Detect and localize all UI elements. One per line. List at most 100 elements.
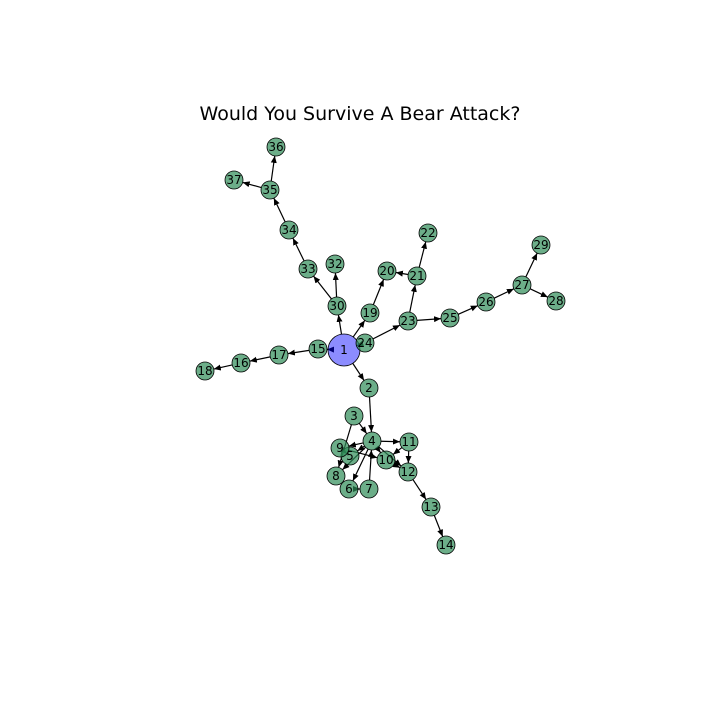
node-circle-16 — [231, 353, 251, 373]
node-19: 19 — [360, 303, 380, 323]
node-24: 24 — [355, 333, 375, 353]
node-label-23: 23 — [400, 314, 415, 328]
node-label-33: 33 — [300, 262, 315, 276]
node-label-9: 9 — [336, 441, 344, 455]
edge-13-14 — [433, 515, 444, 537]
edge-layer — [213, 155, 549, 537]
node-label-21: 21 — [409, 269, 424, 283]
node-label-24: 24 — [357, 336, 372, 350]
node-6: 6 — [339, 479, 359, 499]
edge-1-2 — [352, 363, 365, 381]
edge-2-4 — [368, 396, 375, 433]
edge-30-32 — [332, 272, 339, 298]
node-label-7: 7 — [365, 482, 373, 496]
node-circle-17 — [269, 345, 289, 365]
node-label-14: 14 — [438, 538, 453, 552]
node-8: 8 — [326, 466, 346, 486]
node-label-3: 3 — [350, 409, 358, 423]
node-33: 33 — [298, 259, 318, 279]
edge-23-21 — [409, 284, 417, 313]
node-label-37: 37 — [226, 173, 241, 187]
node-circle-35 — [260, 180, 280, 200]
node-1: 1 — [327, 333, 361, 367]
node-label-17: 17 — [271, 348, 286, 362]
node-15: 15 — [308, 339, 328, 359]
node-circle-24 — [355, 333, 375, 353]
node-32: 32 — [325, 254, 345, 274]
node-label-32: 32 — [327, 257, 342, 271]
node-10: 10 — [376, 450, 396, 470]
node-13: 13 — [421, 497, 441, 517]
edge-10-12 — [392, 461, 401, 469]
edge-16-18 — [213, 364, 233, 371]
node-label-6: 6 — [345, 482, 353, 496]
node-circle-30 — [327, 296, 347, 316]
node-label-4: 4 — [368, 434, 376, 448]
node-circle-37 — [224, 170, 244, 190]
edge-34-35 — [273, 197, 286, 223]
node-27: 27 — [512, 275, 532, 295]
node-36: 36 — [266, 137, 286, 157]
node-label-15: 15 — [310, 342, 325, 356]
node-circle-32 — [325, 254, 345, 274]
node-circle-9 — [330, 438, 350, 458]
edge-4-11 — [380, 438, 401, 445]
node-label-27: 27 — [514, 278, 529, 292]
node-circle-8 — [326, 466, 346, 486]
node-20: 20 — [377, 261, 397, 281]
node-label-34: 34 — [281, 223, 296, 237]
node-37: 37 — [224, 170, 244, 190]
node-4: 4 — [362, 431, 382, 451]
node-label-25: 25 — [442, 311, 457, 325]
node-12: 12 — [398, 462, 418, 482]
node-label-30: 30 — [329, 299, 344, 313]
node-circle-21 — [407, 266, 427, 286]
node-25: 25 — [440, 308, 460, 328]
node-label-36: 36 — [268, 140, 283, 154]
node-circle-19 — [360, 303, 380, 323]
node-label-5: 5 — [346, 449, 354, 463]
node-30: 30 — [327, 296, 347, 316]
node-circle-4 — [362, 431, 382, 451]
node-2: 2 — [359, 378, 379, 398]
node-label-22: 22 — [420, 226, 435, 240]
node-circle-36 — [266, 137, 286, 157]
node-circle-2 — [359, 378, 379, 398]
node-label-12: 12 — [400, 465, 415, 479]
node-label-11: 11 — [401, 435, 416, 449]
node-9: 9 — [330, 438, 350, 458]
node-label-35: 35 — [262, 183, 277, 197]
edge-27-29 — [525, 252, 538, 278]
node-label-28: 28 — [548, 294, 563, 308]
node-circle-28 — [546, 291, 566, 311]
edge-25-26 — [457, 305, 479, 315]
edge-7-4 — [368, 449, 374, 481]
edge-26-27 — [493, 288, 515, 299]
node-circle-6 — [339, 479, 359, 499]
node-circle-3 — [344, 406, 364, 426]
edge-12-13 — [412, 479, 427, 500]
node-label-26: 26 — [478, 295, 493, 309]
node-3: 3 — [344, 406, 364, 426]
node-11: 11 — [399, 432, 419, 452]
node-label-19: 19 — [362, 306, 377, 320]
node-circle-12 — [398, 462, 418, 482]
node-circle-23 — [398, 311, 418, 331]
edge-23-25 — [416, 316, 442, 323]
node-circle-13 — [421, 497, 441, 517]
node-22: 22 — [418, 223, 438, 243]
node-16: 16 — [231, 353, 251, 373]
node-34: 34 — [279, 220, 299, 240]
node-circle-25 — [440, 308, 460, 328]
node-circle-20 — [377, 261, 397, 281]
node-label-29: 29 — [533, 238, 548, 252]
edge-27-28 — [529, 288, 549, 298]
node-circle-15 — [308, 339, 328, 359]
node-label-20: 20 — [379, 264, 394, 278]
edge-19-20 — [372, 279, 385, 305]
edge-35-36 — [270, 155, 277, 182]
edge-15-17 — [287, 349, 310, 356]
node-circle-10 — [376, 450, 396, 470]
node-circle-7 — [359, 479, 379, 499]
